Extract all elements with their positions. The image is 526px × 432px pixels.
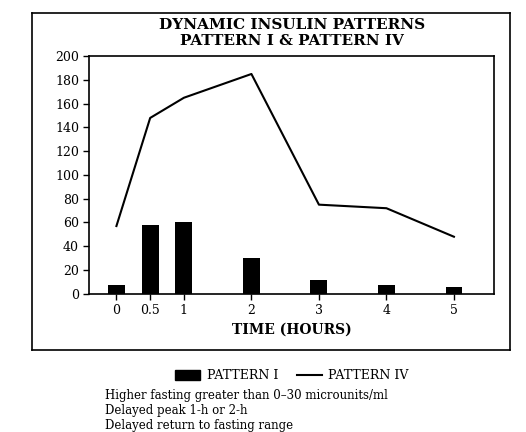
Bar [141, 225, 159, 294]
Bar [378, 286, 395, 294]
X-axis label: TIME (HOURS): TIME (HOURS) [232, 323, 352, 337]
Bar [176, 222, 193, 294]
Bar [446, 287, 462, 294]
Title: DYNAMIC INSULIN PATTERNS
PATTERN I & PATTERN IV: DYNAMIC INSULIN PATTERNS PATTERN I & PAT… [159, 18, 425, 48]
Legend: PATTERN I, PATTERN IV: PATTERN I, PATTERN IV [170, 364, 413, 388]
Bar [310, 280, 327, 294]
Bar [243, 258, 260, 294]
Bar [108, 286, 125, 294]
Text: Higher fasting greater than 0–30 microunits/ml
Delayed peak 1-h or 2-h
Delayed r: Higher fasting greater than 0–30 microun… [105, 389, 388, 432]
